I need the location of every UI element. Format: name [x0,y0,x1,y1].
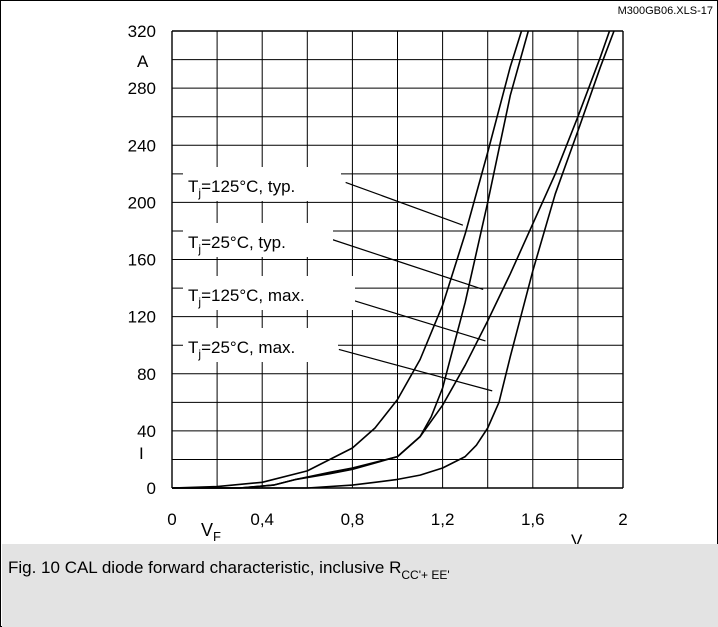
series-label-tj125-typ: Tj=125°C, typ. [188,177,295,200]
y-tick-label: 160 [128,251,156,270]
y-tick-label: 240 [128,136,156,155]
y-tick-label: 200 [128,193,156,212]
x-tick-label: 1,6 [521,510,545,529]
leader-line-3 [338,348,493,392]
x-tick-label: 0,8 [341,510,365,529]
y-unit-label: A [137,52,149,71]
series-curve-0 [171,30,523,489]
x-tick-label: 2 [618,510,627,529]
caption-area: Fig. 10 CAL diode forward characteristic… [2,544,718,627]
series-label-tj25-max: Tj=25°C, max. [188,338,295,361]
series-label-bg [183,167,341,201]
x-unit-label: V [571,531,583,546]
code-label-bg [551,2,717,18]
y-tick-label: 40 [137,422,156,441]
y-tick-label: 320 [128,22,156,41]
series-curve-2 [172,30,611,489]
grid [171,30,624,489]
leader-line-1 [331,238,484,291]
forward-characteristic-chart: 0 40 80 120 160 200 240 280 320 0 0,4 0,8 1,2 1,6 2 Tj… [128,2,717,546]
series-labels: Tj=125°C, typ. Tj=25°C, typ. Tj=125°C, m… [183,167,355,362]
y-tick-label: 80 [137,365,156,384]
x-tick-label: 1,2 [431,510,455,529]
y-symbol-label: I [139,444,144,463]
y-tick-label: 120 [128,308,156,327]
caption-subscript: CC'+ EE' [401,568,450,582]
series-label-tj125-max: Tj=125°C, max. [188,286,305,309]
caption-text: Fig. 10 CAL diode forward characteristic… [8,558,402,577]
series-label-bg [183,223,333,257]
leader-line-0 [345,181,464,226]
series-label-bg [183,328,338,362]
series-label-bg [183,276,355,310]
figure-caption: Fig. 10 CAL diode forward characteristic… [8,558,450,582]
tick-labels: 0 40 80 120 160 200 240 280 320 0 0,4 0,8 1,2 1,6 2 [128,22,628,529]
y-tick-label: 280 [128,79,156,98]
x-tick-label: 0 [167,510,176,529]
series-curve-3 [172,30,615,489]
chart-code-label: M300GB06.XLS-17 [618,5,713,17]
label-leaders [331,181,493,392]
series-label-tj25-typ: Tj=25°C, typ. [188,233,286,256]
leader-line-2 [345,297,486,342]
x-tick-label: 0,4 [250,510,274,529]
curves [171,30,615,489]
x-symbol-label: VF [201,520,221,544]
y-tick-label: 0 [147,479,156,498]
